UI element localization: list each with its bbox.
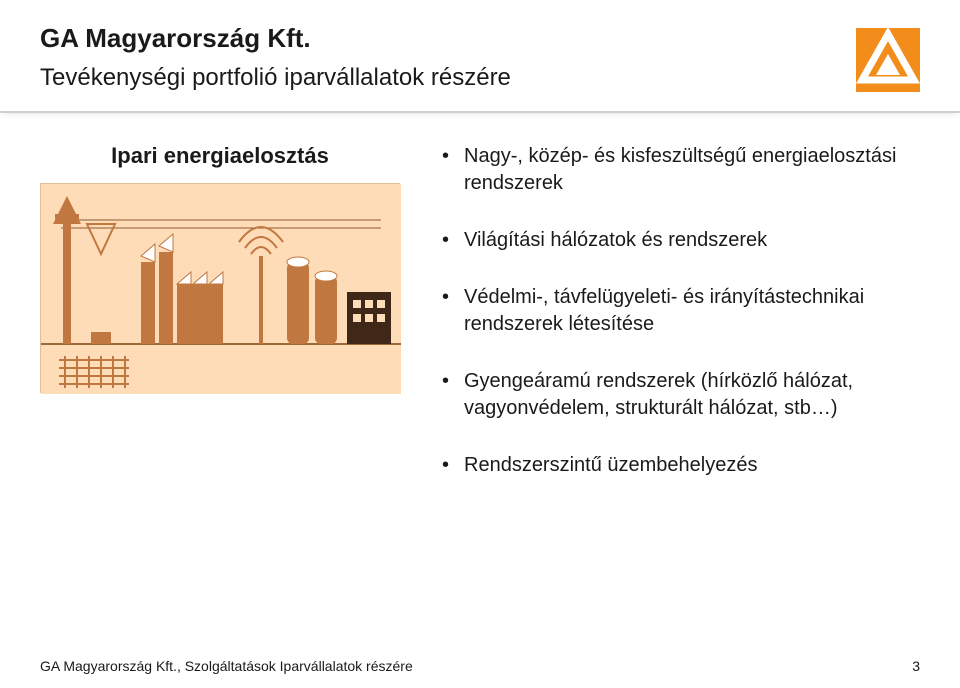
right-column: Nagy-, közép- és kisfeszültségű energiae… bbox=[440, 143, 920, 509]
bullet-list: Nagy-, közép- és kisfeszültségű energiae… bbox=[440, 143, 920, 479]
page-subtitle: Tevékenységi portfolió iparvállalatok ré… bbox=[40, 62, 920, 93]
list-item-text: Nagy-, közép- és kisfeszültségű energiae… bbox=[464, 145, 896, 194]
footer: GA Magyarország Kft., Szolgáltatások Ipa… bbox=[40, 658, 920, 674]
page-number: 3 bbox=[912, 658, 920, 674]
list-item-text: Rendszerszintű üzembehelyezés bbox=[464, 454, 758, 476]
left-column: Ipari energiaelosztás bbox=[40, 143, 400, 509]
list-item-text: Gyengeáramú rendszerek (hírközlő hálózat… bbox=[464, 370, 853, 419]
section-label: Ipari energiaelosztás bbox=[40, 143, 400, 169]
page-title: GA Magyarország Kft. bbox=[40, 22, 920, 56]
header: GA Magyarország Kft. Tevékenységi portfo… bbox=[0, 0, 960, 113]
slide-body: Ipari energiaelosztás bbox=[0, 113, 960, 509]
list-item: Nagy-, közép- és kisfeszültségű energiae… bbox=[440, 143, 920, 197]
list-item: Rendszerszintű üzembehelyezés bbox=[440, 452, 920, 479]
footer-left: GA Magyarország Kft., Szolgáltatások Ipa… bbox=[40, 658, 413, 674]
slide: GA Magyarország Kft. Tevékenységi portfo… bbox=[0, 0, 960, 688]
list-item-text: Világítási hálózatok és rendszerek bbox=[464, 229, 767, 251]
list-item: Védelmi-, távfelügyeleti- és irányításte… bbox=[440, 284, 920, 338]
industrial-illustration-icon bbox=[40, 183, 400, 393]
company-logo-icon bbox=[856, 28, 920, 92]
list-item-text: Védelmi-, távfelügyeleti- és irányításte… bbox=[464, 286, 864, 335]
list-item: Világítási hálózatok és rendszerek bbox=[440, 227, 920, 254]
list-item: Gyengeáramú rendszerek (hírközlő hálózat… bbox=[440, 368, 920, 422]
